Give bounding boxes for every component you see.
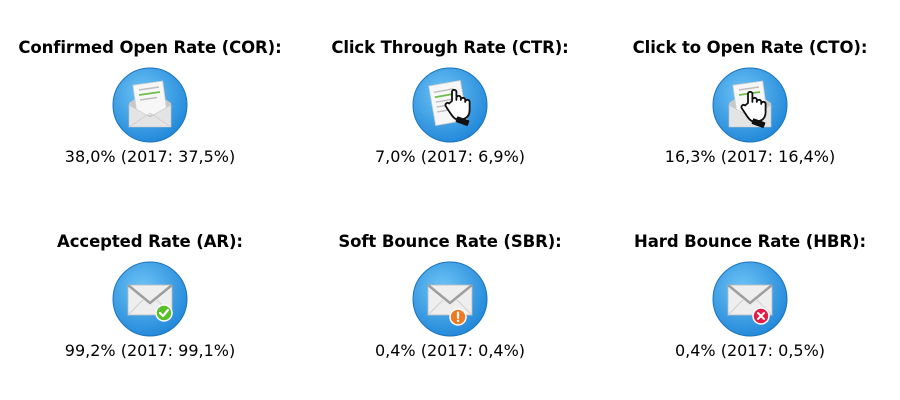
metric-click-to-open-rate: Click to Open Rate (CTO): 16,3% (2017: 1… bbox=[600, 38, 900, 167]
metric-click-through-rate: Click Through Rate (CTR): bbox=[300, 38, 600, 167]
open-envelope-icon bbox=[112, 67, 188, 143]
metric-value: 0,4% (2017: 0,5%) bbox=[674, 341, 826, 360]
metric-value: 0,4% (2017: 0,4%) bbox=[374, 341, 526, 360]
open-envelope-click-icon bbox=[712, 67, 788, 143]
metric-value: 7,0% (2017: 6,9%) bbox=[374, 147, 526, 166]
metric-confirmed-open-rate: Confirmed Open Rate (COR): 38,0% (2017: … bbox=[0, 38, 300, 167]
envelope-check-icon bbox=[112, 261, 188, 337]
document-click-icon bbox=[412, 67, 488, 143]
metric-soft-bounce-rate: Soft Bounce Rate (SBR): 0,4% (2017: 0,4%… bbox=[300, 232, 600, 361]
metric-value: 38,0% (2017: 37,5%) bbox=[64, 147, 236, 166]
metric-accepted-rate: Accepted Rate (AR): 99,2% (2017: 99,1%) bbox=[0, 232, 300, 361]
metric-title: Click to Open Rate (CTO): bbox=[632, 38, 868, 57]
metric-title: Confirmed Open Rate (COR): bbox=[18, 38, 282, 57]
metric-hard-bounce-rate: Hard Bounce Rate (HBR): 0,4% (2017: 0,5%… bbox=[600, 232, 900, 361]
metric-title: Accepted Rate (AR): bbox=[57, 232, 243, 251]
envelope-warning-icon bbox=[412, 261, 488, 337]
metric-value: 99,2% (2017: 99,1%) bbox=[64, 341, 236, 360]
envelope-error-icon bbox=[712, 261, 788, 337]
metric-title: Soft Bounce Rate (SBR): bbox=[338, 232, 562, 251]
metric-title: Click Through Rate (CTR): bbox=[331, 38, 569, 57]
metric-title: Hard Bounce Rate (HBR): bbox=[634, 232, 866, 251]
metric-value: 16,3% (2017: 16,4%) bbox=[664, 147, 836, 166]
